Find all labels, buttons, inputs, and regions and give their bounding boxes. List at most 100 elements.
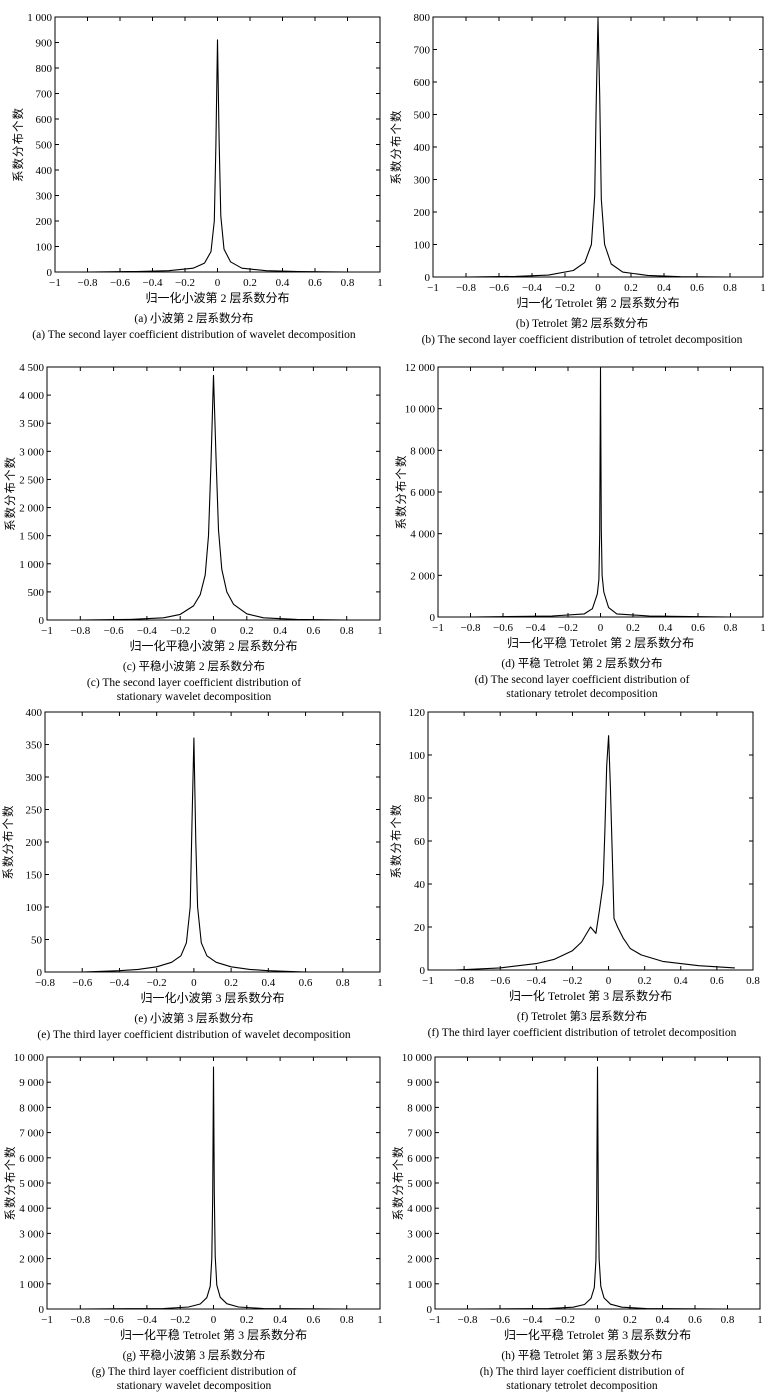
y-tick-label: 60	[414, 836, 426, 848]
chart-panel-d: −1 −0.8 −0.6 −0.4 −0.2 0 0.2 0.4 0.6 0.8 1 0 2 000 4 …	[388, 350, 776, 700]
y-axis-label: 系数分布个数	[391, 1146, 405, 1221]
caption-zh: (d) 平稳 Tetrolet 第 2 层系数分布	[501, 658, 663, 670]
y-tick-label: 700	[36, 89, 53, 101]
y-axis-label: 系数分布个数	[389, 804, 403, 879]
chart-svg-a: −1 −0.8 −0.6 −0.4 −0.2 0 0.2 0.4 0.6 0.8 1 0 100 200 3…	[11, 12, 383, 305]
x-tick-label: 0.2	[240, 1314, 254, 1326]
y-tick-label: 100	[26, 902, 43, 914]
x-tick-label: −0.2	[558, 622, 578, 634]
x-tick-label: 0.4	[276, 277, 290, 289]
x-tick-label: 0	[215, 277, 221, 289]
caption-zh: (c) 平稳小波第 2 层系数分布	[122, 661, 266, 673]
x-tick-label: 0.2	[224, 977, 238, 989]
y-tick-label: 100	[409, 750, 426, 762]
y-tick-label: 5 000	[407, 1178, 432, 1190]
x-tick-label: −0.6	[72, 977, 92, 989]
x-axis-label: 归一化 Tetrolet 第 3 层系数分布	[509, 988, 672, 1003]
plot-frame	[46, 366, 381, 621]
x-tick-label: −1	[427, 282, 439, 294]
y-tick-label: 900	[36, 38, 53, 50]
y-tick-label: 1 000	[27, 12, 52, 24]
y-tick-label: 400	[26, 707, 43, 719]
caption-en: stationary tetrolet decomposition	[506, 688, 658, 700]
x-tick-label: 1	[760, 622, 766, 634]
x-tick-label: −0.2	[170, 1314, 190, 1326]
y-axis-label: 系数分布个数	[1, 805, 15, 880]
x-tick-label: −1	[422, 975, 434, 987]
y-tick-label: 80	[414, 793, 426, 805]
y-tick-label: 0	[47, 267, 53, 279]
x-tick-label: 0.6	[691, 622, 705, 634]
x-tick-label: −0.8	[454, 975, 474, 987]
x-tick-label: 0.8	[340, 625, 354, 637]
distribution-line	[455, 735, 735, 971]
x-tick-label: 0.6	[688, 1314, 702, 1326]
y-tick-label: 300	[414, 175, 431, 187]
x-tick-label: 0.6	[299, 977, 313, 989]
y-axis-label: 系数分布个数	[389, 110, 403, 185]
y-tick-label: 300	[26, 772, 43, 784]
x-tick-label: −0.6	[110, 277, 130, 289]
y-tick-label: 200	[26, 837, 43, 849]
x-tick-label: −0.6	[104, 1314, 124, 1326]
y-tick-label: 120	[409, 707, 426, 719]
x-tick-label: 0	[211, 1314, 217, 1326]
x-tick-label: 0.8	[340, 1314, 354, 1326]
y-tick-label: 3 000	[19, 1228, 44, 1240]
x-tick-label: 0	[191, 977, 197, 989]
y-tick-label: 300	[36, 191, 53, 203]
y-tick-label: 1 000	[19, 559, 44, 571]
y-tick-label: 3 000	[407, 1228, 432, 1240]
chart-panel-h: −1 −0.8 −0.6 −0.4 −0.2 0 0.2 0.4 0.6 0.8 1 0 1 000 2 …	[388, 1050, 776, 1400]
caption-zh: (f) Tetrolet 第3 层系数分布	[516, 1011, 648, 1023]
y-tick-label: 2 000	[19, 1254, 44, 1266]
y-tick-label: 1 500	[19, 531, 44, 543]
caption-en: (a) The second layer coefficient distrib…	[32, 329, 356, 341]
caption-en: (d) The second layer coefficient distrib…	[474, 674, 690, 686]
y-tick-label: 600	[36, 114, 53, 126]
y-tick-label: 0	[37, 967, 43, 979]
y-tick-label: 2 500	[19, 474, 44, 486]
y-tick-label: 0	[39, 615, 45, 627]
x-tick-label: 0	[595, 282, 601, 294]
x-tick-label: −0.6	[493, 622, 513, 634]
x-tick-label: 0.8	[336, 977, 350, 989]
y-tick-label: 150	[26, 870, 43, 882]
y-tick-label: 4 000	[407, 1203, 432, 1215]
x-tick-label: 0	[606, 975, 612, 987]
y-tick-label: 100	[414, 240, 431, 252]
chart-panel-e: −0.8 −0.6 −0.4 −0.2 0 0.2 0.4 0.6 0.8 1 0 50 100 150 2…	[0, 700, 388, 1050]
chart-svg-g: −1 −0.8 −0.6 −0.4 −0.2 0 0.2 0.4 0.6 0.8 1 0 1 000 2 …	[3, 1052, 383, 1342]
y-tick-label: 20	[414, 922, 426, 934]
x-tick-label: 0.4	[273, 1314, 287, 1326]
caption-zh: (a) 小波第 2 层系数分布	[134, 313, 254, 325]
caption-en: (f) The third layer coefficient distribu…	[427, 1027, 737, 1039]
x-tick-label: 0.2	[624, 282, 638, 294]
y-tick-label: 7 000	[19, 1128, 44, 1140]
y-tick-label: 100	[36, 242, 53, 254]
x-tick-label: −0.2	[555, 1314, 575, 1326]
chart-svg-h: −1 −0.8 −0.6 −0.4 −0.2 0 0.2 0.4 0.6 0.8 1 0 1 000 2 …	[391, 1052, 763, 1342]
x-tick-label: 0.6	[690, 282, 704, 294]
x-tick-label: −0.8	[78, 277, 98, 289]
y-tick-label: 3 500	[19, 418, 44, 430]
x-tick-label: 0.4	[261, 977, 275, 989]
y-tick-label: 6 000	[19, 1153, 44, 1165]
y-axis-label: 系数分布个数	[3, 456, 17, 531]
x-tick-label: −0.4	[522, 282, 542, 294]
x-axis-label: 归一化平稳 Tetrolet 第 3 层系数分布	[504, 1327, 691, 1342]
y-tick-label: 10 000	[14, 1052, 45, 1064]
x-tick-label: 0	[598, 622, 604, 634]
x-tick-label: 0.6	[307, 625, 321, 637]
chart-panel-g: −1 −0.8 −0.6 −0.4 −0.2 0 0.2 0.4 0.6 0.8 1 0 1 000 2 …	[0, 1050, 388, 1400]
caption-zh: (b) Tetrolet 第2 层系数分布	[515, 318, 649, 330]
y-tick-label: 9 000	[407, 1077, 432, 1089]
x-tick-label: −1	[41, 1314, 53, 1326]
distribution-line	[467, 1066, 760, 1310]
x-tick-label: −0.6	[490, 1314, 510, 1326]
x-tick-label: −0.8	[458, 1314, 478, 1326]
y-tick-label: 500	[28, 587, 45, 599]
x-tick-label: 0	[595, 1314, 601, 1326]
y-tick-label: 50	[31, 935, 43, 947]
y-tick-label: 800	[36, 63, 53, 75]
